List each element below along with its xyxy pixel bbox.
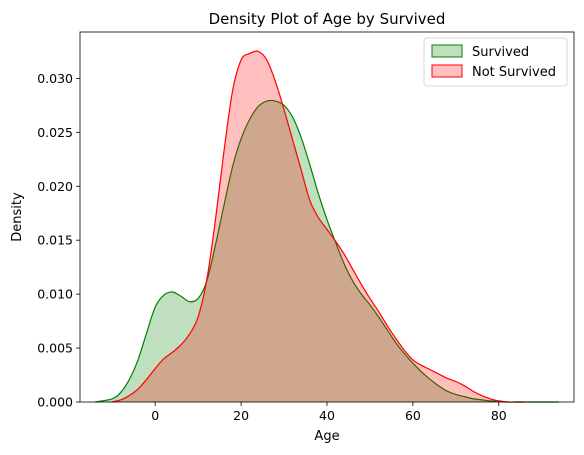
density-line-not-survived bbox=[112, 50, 525, 403]
y-tick-label: 0.000 bbox=[37, 395, 73, 410]
legend-label: Survived bbox=[472, 45, 529, 60]
y-tick-label: 0.005 bbox=[37, 341, 73, 356]
x-tick-label: 0 bbox=[151, 408, 159, 423]
x-tick-label: 80 bbox=[491, 408, 507, 423]
x-axis-label: Age bbox=[314, 429, 339, 444]
chart-title: Density Plot of Age by Survived bbox=[209, 10, 446, 28]
legend-swatch bbox=[431, 64, 463, 78]
y-tick-label: 0.015 bbox=[37, 233, 73, 248]
legend-swatch bbox=[431, 44, 463, 58]
y-tick-label: 0.010 bbox=[37, 287, 73, 302]
x-tick-label: 60 bbox=[405, 408, 421, 423]
y-tick-label: 0.020 bbox=[37, 179, 73, 194]
x-tick-label: 20 bbox=[233, 408, 249, 423]
axes: 0 20 40 60 80 0.000 0.005 0.010 0.015 0.020 0.025 0… bbox=[37, 71, 507, 423]
y-tick-label: 0.030 bbox=[37, 71, 73, 86]
density-area-not-survived bbox=[112, 51, 525, 403]
legend: Survived Not Survived bbox=[423, 37, 568, 87]
y-tick-label: 0.025 bbox=[37, 125, 73, 140]
plot-area bbox=[94, 50, 559, 403]
legend-box bbox=[423, 37, 568, 87]
legend-label: Not Survived bbox=[472, 65, 556, 80]
density-area-survived bbox=[95, 100, 559, 403]
y-axis-label: Density bbox=[10, 192, 25, 242]
x-tick-label: 40 bbox=[319, 408, 335, 423]
density-line-survived bbox=[94, 99, 559, 403]
